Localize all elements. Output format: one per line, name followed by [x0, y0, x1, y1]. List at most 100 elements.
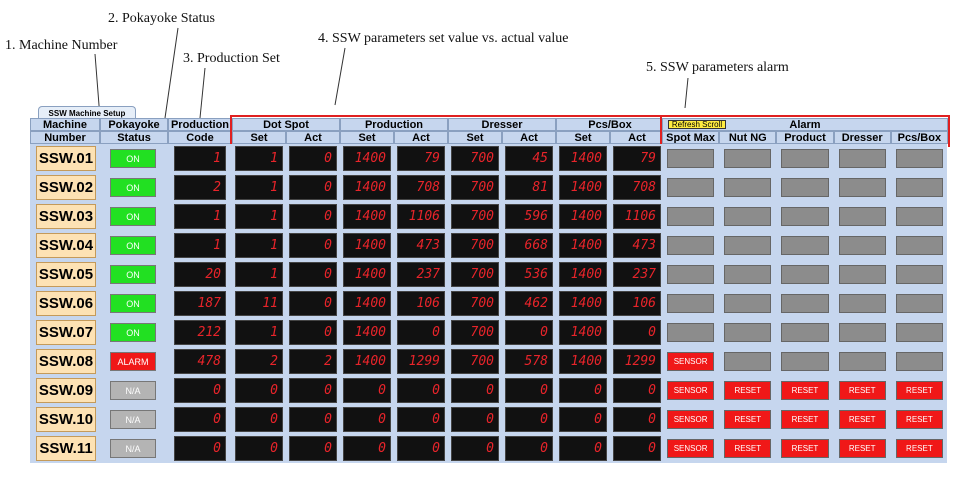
alarm-indicator[interactable]: RESET [781, 381, 829, 400]
parameter-value: 1400 [343, 291, 391, 316]
alarm-indicator[interactable]: SENSOR [667, 410, 715, 429]
parameter-value: 0 [397, 378, 445, 403]
alarm-column-header: Dresser [833, 131, 891, 144]
alarm-indicator[interactable]: RESET [724, 439, 772, 458]
parameter-value: 1 [235, 175, 283, 200]
alarm-indicator[interactable]: RESET [781, 439, 829, 458]
alarm-indicator[interactable]: RESET [895, 410, 943, 429]
parameter-value: 0 [343, 436, 391, 461]
parameter-value: 237 [397, 262, 445, 287]
parameter-value: 1400 [559, 233, 607, 258]
parameter-value: 2 [235, 349, 283, 374]
sub-header: Set [340, 131, 394, 144]
parameter-value: 106 [613, 291, 661, 316]
alarm-indicator[interactable]: RESET [838, 381, 886, 400]
alarm-indicator[interactable]: RESET [724, 381, 772, 400]
parameter-value: 0 [343, 378, 391, 403]
alarm-indicator [724, 236, 772, 255]
production-code: 2 [174, 175, 226, 200]
parameter-value: 79 [397, 146, 445, 171]
alarm-header: Alarm [662, 118, 948, 131]
parameter-value: 700 [451, 291, 499, 316]
alarm-indicator[interactable]: RESET [724, 410, 772, 429]
alarm-indicator [781, 149, 829, 168]
parameter-value: 0 [235, 436, 283, 461]
machine-number: SSW.04 [36, 233, 96, 258]
parameter-value: 700 [451, 204, 499, 229]
alarm-indicator[interactable]: RESET [895, 439, 943, 458]
parameter-value: 0 [613, 378, 661, 403]
parameter-value: 0 [289, 378, 337, 403]
parameter-value: 0 [289, 407, 337, 432]
alarm-indicator[interactable]: SENSOR [667, 381, 715, 400]
column-header: Status [100, 131, 168, 144]
alarm-column-header: Pcs/Box [890, 131, 948, 144]
parameter-value: 81 [505, 175, 553, 200]
production-code: 0 [174, 378, 226, 403]
alarm-indicator [724, 178, 772, 197]
group-header: Dot Spot [232, 118, 340, 131]
alarm-indicator [724, 323, 772, 342]
alarm-indicator [895, 149, 943, 168]
parameter-value: 0 [289, 262, 337, 287]
alarm-indicator[interactable]: RESET [895, 381, 943, 400]
parameter-value: 0 [505, 436, 553, 461]
parameter-value: 668 [505, 233, 553, 258]
alarm-indicator [895, 352, 943, 371]
parameter-value: 0 [397, 320, 445, 345]
machine-number: SSW.10 [36, 407, 96, 432]
parameter-value: 0 [289, 233, 337, 258]
parameter-value: 1400 [559, 146, 607, 171]
alarm-indicator[interactable]: RESET [838, 439, 886, 458]
production-code: 1 [174, 146, 226, 171]
annotation: 2. Pokayoke Status [108, 11, 215, 26]
parameter-value: 237 [613, 262, 661, 287]
pokayoke-status: ON [110, 294, 156, 313]
parameter-value: 0 [505, 320, 553, 345]
parameter-value: 0 [613, 320, 661, 345]
parameter-value: 0 [505, 378, 553, 403]
column-header: Production [168, 118, 232, 131]
alarm-indicator [781, 207, 829, 226]
pokayoke-status: ON [110, 149, 156, 168]
parameter-value: 462 [505, 291, 553, 316]
parameter-value: 1400 [343, 175, 391, 200]
alarm-indicator [838, 149, 886, 168]
parameter-value: 11 [235, 291, 283, 316]
parameter-value: 0 [397, 436, 445, 461]
alarm-indicator [724, 294, 772, 313]
column-header: Number [30, 131, 100, 144]
refresh-button[interactable]: Refresh Scroll [668, 120, 726, 129]
parameter-value: 0 [397, 407, 445, 432]
parameter-value: 1299 [613, 349, 661, 374]
parameter-value: 0 [343, 407, 391, 432]
machine-number: SSW.02 [36, 175, 96, 200]
alarm-indicator [667, 178, 715, 197]
alarm-indicator[interactable]: SENSOR [667, 352, 715, 371]
column-header: Machine [30, 118, 100, 131]
machine-number: SSW.09 [36, 378, 96, 403]
alarm-indicator [781, 178, 829, 197]
alarm-indicator [838, 236, 886, 255]
parameter-value: 1400 [343, 233, 391, 258]
alarm-indicator[interactable]: SENSOR [667, 439, 715, 458]
alarm-indicator[interactable]: RESET [781, 410, 829, 429]
sub-header: Act [286, 131, 340, 144]
alarm-indicator [838, 207, 886, 226]
parameter-value: 1400 [559, 204, 607, 229]
sub-header: Set [556, 131, 610, 144]
parameter-value: 0 [289, 320, 337, 345]
alarm-indicator [895, 294, 943, 313]
alarm-indicator [895, 323, 943, 342]
alarm-column-header: Nut NG [719, 131, 777, 144]
pokayoke-status: ON [110, 323, 156, 342]
production-code: 1 [174, 233, 226, 258]
alarm-indicator[interactable]: RESET [838, 410, 886, 429]
alarm-indicator [781, 323, 829, 342]
column-header: Code [168, 131, 232, 144]
tab[interactable]: SSW Machine Setup [38, 106, 136, 119]
machine-number: SSW.11 [36, 436, 96, 461]
parameter-value: 0 [235, 407, 283, 432]
parameter-value: 0 [289, 175, 337, 200]
